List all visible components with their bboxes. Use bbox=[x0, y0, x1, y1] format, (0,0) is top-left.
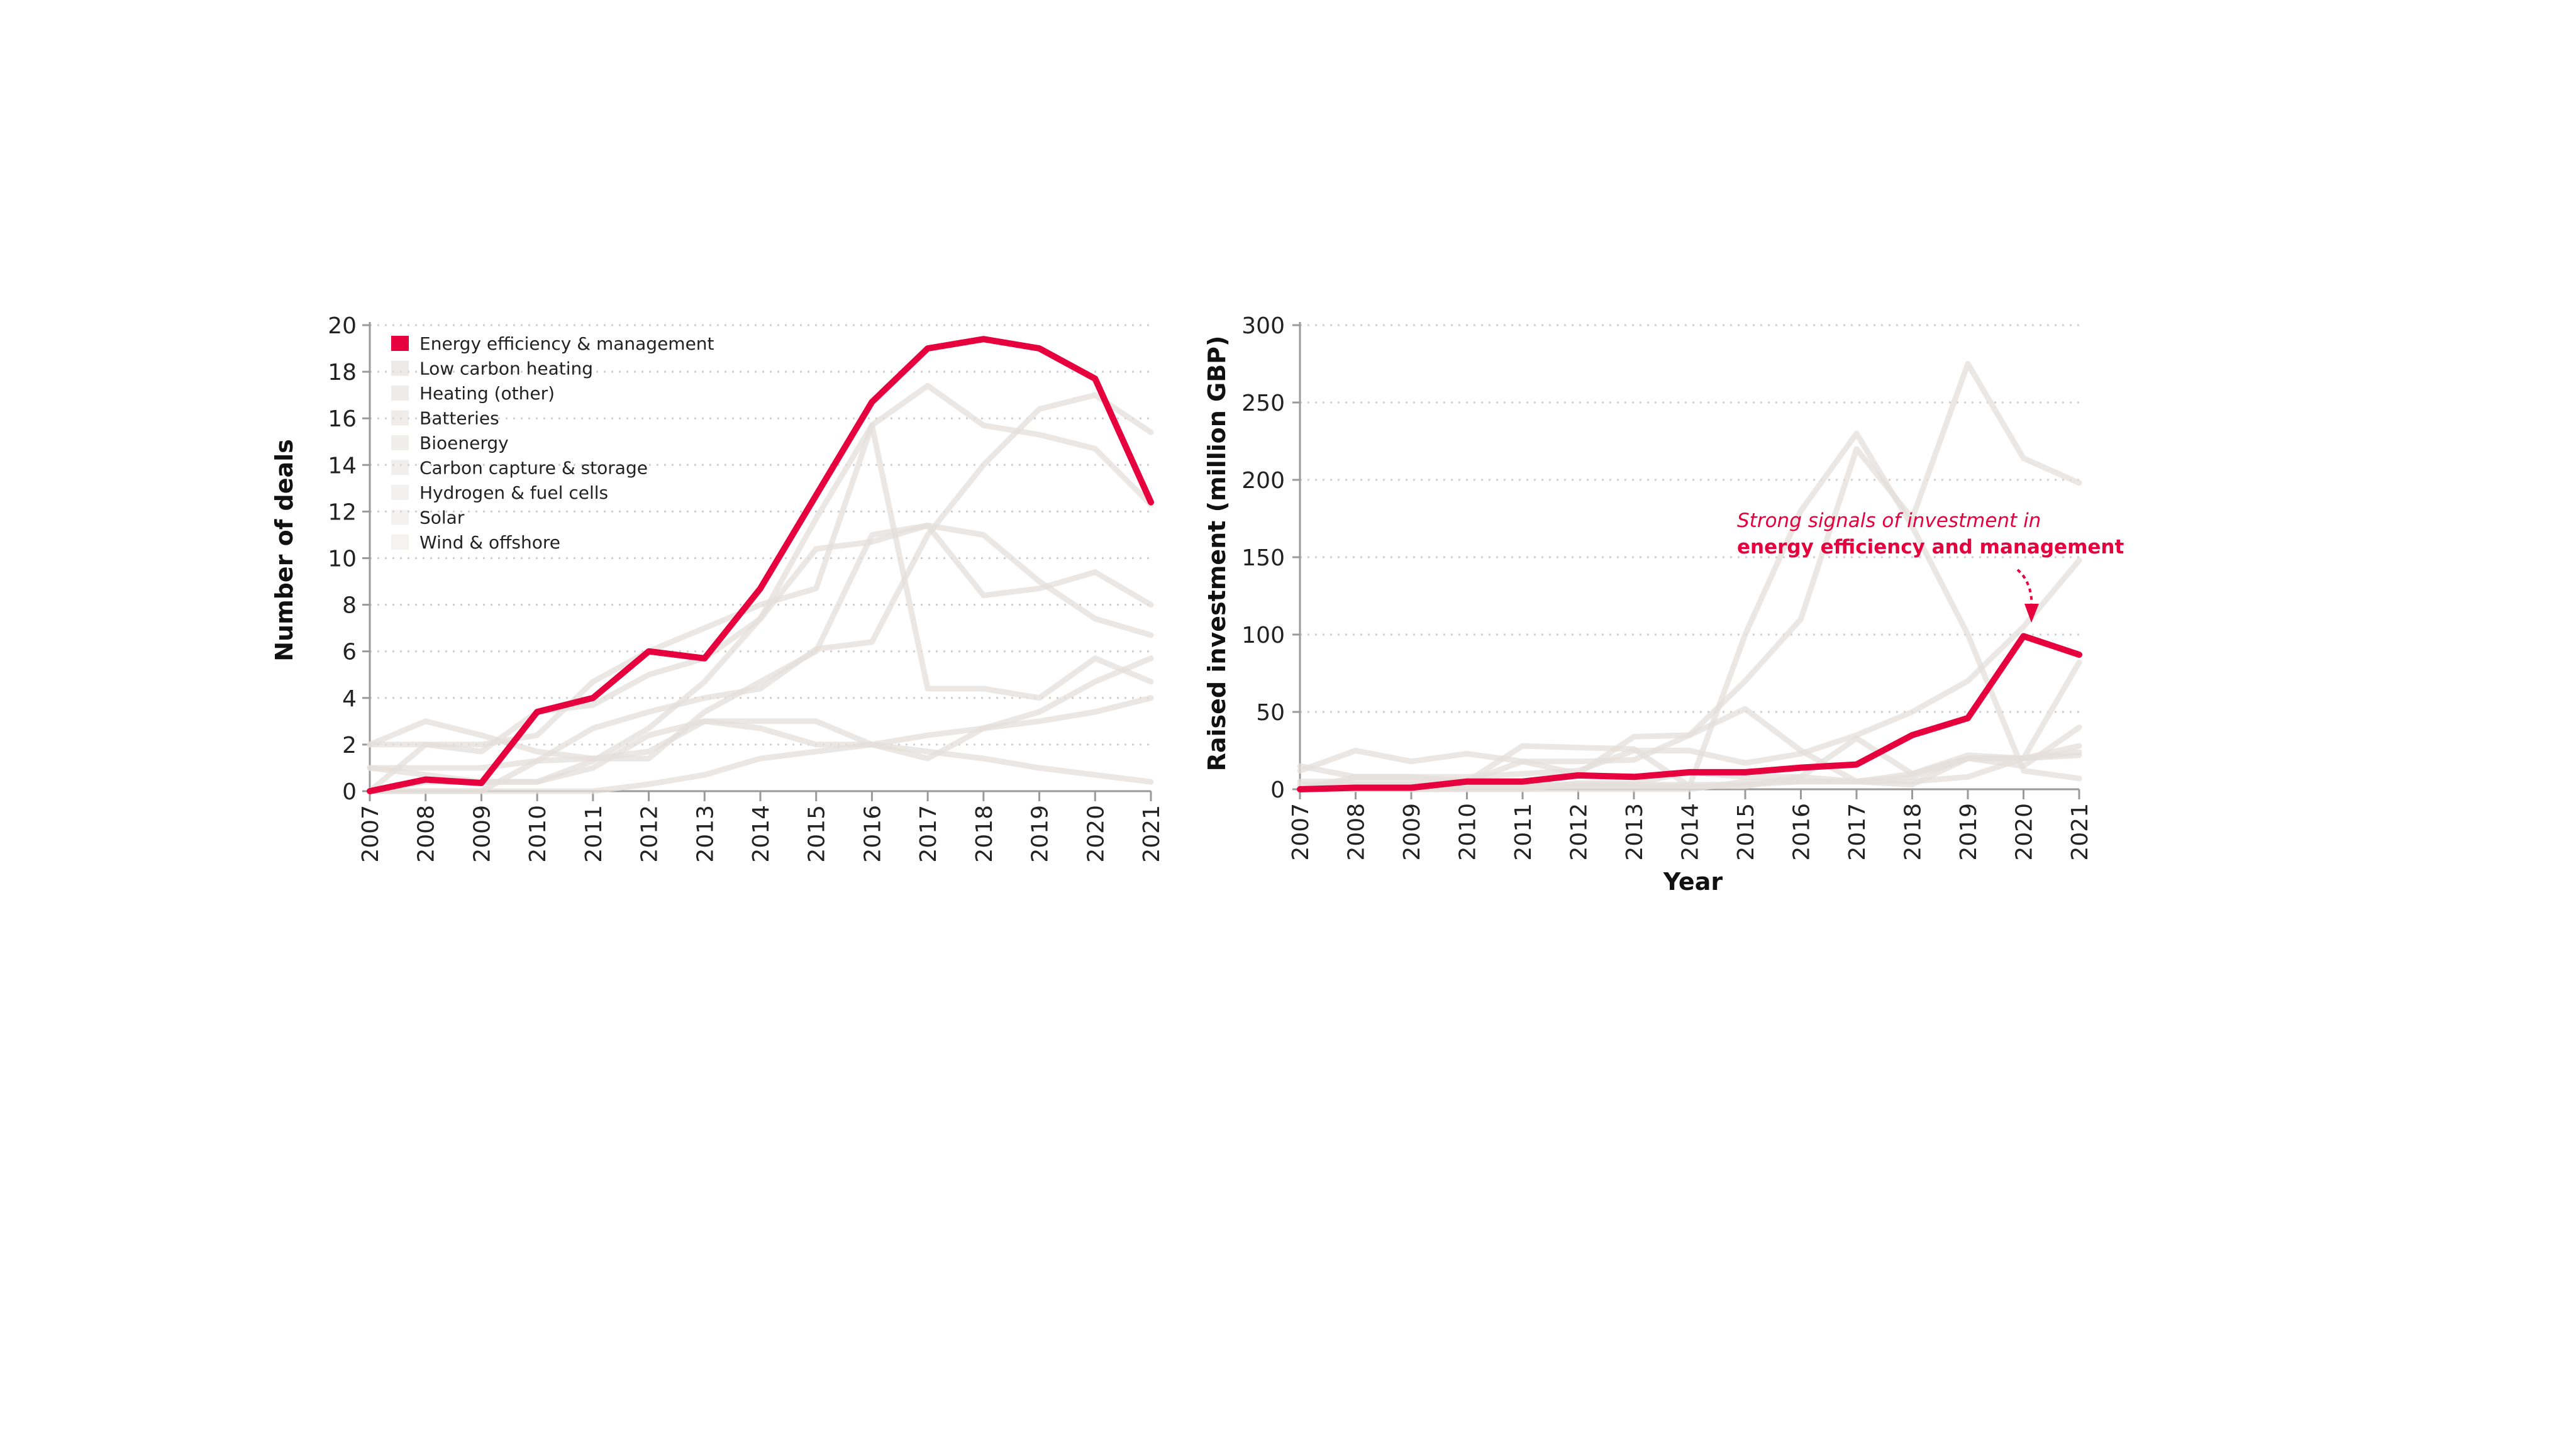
x-tick-label: 2012 bbox=[637, 805, 663, 863]
investment-chart: 0 50 100 150 200 250 300 2007 2008 2009 2010 2011 20… bbox=[1241, 313, 2093, 861]
x-tick-label: 2007 bbox=[1288, 803, 1314, 861]
legend-label: Wind & offshore bbox=[419, 532, 560, 553]
x-tick-label: 2019 bbox=[1956, 803, 1982, 861]
x-tick-label: 2020 bbox=[1083, 805, 1109, 863]
y-tick-label: 250 bbox=[1241, 391, 1285, 416]
x-tick-label: 2013 bbox=[1622, 803, 1648, 861]
x-tick-label: 2016 bbox=[1789, 803, 1815, 861]
x-tick-label: 2019 bbox=[1028, 805, 1053, 863]
legend-swatch bbox=[391, 460, 409, 475]
legend-swatch bbox=[391, 360, 409, 376]
x-tick-label: 2014 bbox=[1678, 803, 1704, 861]
x-tick-label: 2016 bbox=[860, 805, 886, 863]
y-tick-label: 300 bbox=[1241, 313, 1285, 339]
deals-chart: 0 2 4 6 8 10 12 14 16 18 20 2007 2008 2009 2010 2011 201… bbox=[328, 313, 1165, 863]
muted-series-line bbox=[367, 695, 1154, 794]
x-tick-label: 2007 bbox=[358, 805, 384, 863]
y-tick-label: 2 bbox=[342, 733, 357, 758]
x-tick-label: 2018 bbox=[972, 805, 997, 863]
x-tick-label: 2017 bbox=[916, 805, 941, 863]
annotation-line-2: energy efficiency and management bbox=[1737, 536, 2124, 558]
x-tick-label: 2014 bbox=[748, 805, 774, 863]
y-tick-label: 4 bbox=[342, 686, 357, 712]
x-tick-label: 2021 bbox=[1139, 805, 1165, 863]
legend-swatch bbox=[391, 410, 409, 426]
y-tick-label: 200 bbox=[1241, 468, 1285, 494]
x-tick-label: 2012 bbox=[1567, 803, 1592, 861]
x-tick-label: 2018 bbox=[1901, 803, 1926, 861]
y-tick-label: 10 bbox=[328, 547, 357, 572]
highlight-series-line bbox=[1297, 633, 2082, 792]
x-axis-title: Year bbox=[1663, 868, 1723, 896]
y-tick-label: 0 bbox=[342, 779, 357, 805]
x-tick-label: 2011 bbox=[581, 805, 607, 863]
muted-series-line bbox=[367, 655, 1154, 762]
annotation-line-1: Strong signals of investment in bbox=[1737, 509, 2041, 532]
legend-label: Hydrogen & fuel cells bbox=[419, 482, 608, 503]
muted-series-line bbox=[367, 523, 1154, 771]
muted-series-line bbox=[1297, 557, 2082, 780]
legend-label: Energy efficiency & management bbox=[419, 333, 714, 354]
legend-swatch bbox=[391, 509, 409, 525]
y-axis-title-investment: Raised investment (million GBP) bbox=[1203, 336, 1231, 772]
legend-swatch bbox=[391, 535, 409, 550]
legend: Energy efficiency & management Low carbon… bbox=[391, 333, 714, 553]
muted-series-line bbox=[1297, 749, 2082, 792]
x-tick-label: 2009 bbox=[469, 805, 495, 863]
y-tick-label: 20 bbox=[328, 313, 357, 339]
x-tick-label: 2017 bbox=[1845, 803, 1870, 861]
y-tick-label: 8 bbox=[342, 593, 357, 619]
legend-label: Low carbon heating bbox=[419, 358, 593, 379]
y-tick-label: 12 bbox=[328, 499, 357, 525]
y-tick-label: 150 bbox=[1241, 545, 1285, 571]
x-tick-label: 2013 bbox=[692, 805, 718, 863]
legend-swatch bbox=[391, 386, 409, 401]
y-tick-label: 6 bbox=[342, 640, 357, 665]
highlight-series-line bbox=[367, 336, 1154, 794]
muted-series-line bbox=[367, 718, 1154, 785]
x-tick-label: 2008 bbox=[414, 805, 440, 863]
y-tick-label: 16 bbox=[328, 406, 357, 432]
legend-label: Batteries bbox=[419, 408, 499, 429]
x-tick-label: 2015 bbox=[1733, 803, 1759, 861]
x-tick-label: 2008 bbox=[1344, 803, 1370, 861]
y-tick-label: 0 bbox=[1270, 777, 1285, 803]
x-tick-label: 2021 bbox=[2067, 803, 2093, 861]
y-tick-label: 100 bbox=[1241, 623, 1285, 648]
legend-label: Carbon capture & storage bbox=[419, 458, 648, 479]
x-tick-label: 2010 bbox=[525, 805, 551, 863]
y-axis-title-deals: Number of deals bbox=[270, 439, 298, 662]
x-tick-label: 2020 bbox=[2012, 803, 2038, 861]
annotation-arrow bbox=[2016, 569, 2033, 608]
muted-series-line bbox=[367, 523, 1154, 755]
y-tick-label: 18 bbox=[328, 360, 357, 386]
x-tick-label: 2010 bbox=[1455, 803, 1481, 861]
annotation-arrowhead bbox=[2024, 604, 2039, 623]
legend-swatch bbox=[391, 435, 409, 450]
x-tick-label: 2009 bbox=[1399, 803, 1425, 861]
legend-label: Heating (other) bbox=[419, 383, 555, 404]
x-tick-label: 2011 bbox=[1511, 803, 1536, 861]
y-tick-label: 14 bbox=[328, 453, 357, 479]
x-tick-label: 2015 bbox=[804, 805, 830, 863]
legend-swatch bbox=[391, 485, 409, 500]
y-tick-label: 50 bbox=[1256, 700, 1285, 726]
legend-swatch bbox=[391, 336, 409, 351]
muted-series-line bbox=[1297, 659, 2082, 788]
legend-label: Solar bbox=[419, 508, 465, 528]
legend-label: Bioenergy bbox=[419, 433, 509, 453]
